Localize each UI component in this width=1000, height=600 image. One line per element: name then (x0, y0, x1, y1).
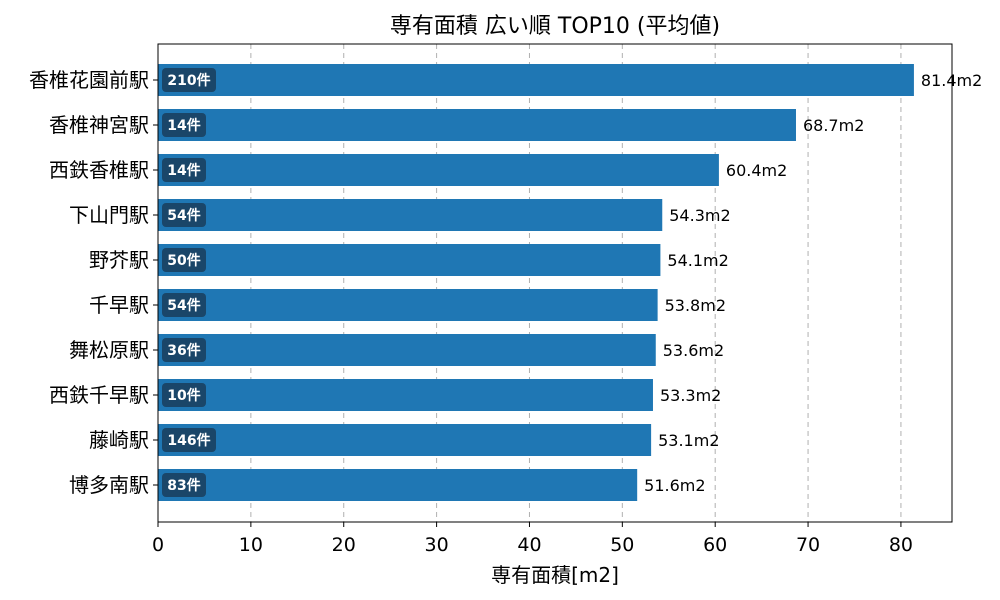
count-label: 50件 (167, 252, 200, 269)
x-axis-label: 専有面積[m2] (491, 563, 619, 587)
category-label: 野芥駅 (89, 248, 149, 272)
count-label: 14件 (167, 117, 200, 134)
bar (158, 289, 658, 321)
value-label: 68.7m2 (803, 116, 864, 135)
x-tick-label: 50 (610, 534, 634, 556)
x-tick-label: 60 (703, 534, 727, 556)
value-label: 51.6m2 (644, 476, 705, 495)
bar (158, 64, 914, 96)
bar (158, 424, 652, 456)
value-label: 54.1m2 (667, 251, 728, 270)
bar (158, 379, 653, 411)
count-badge (162, 428, 216, 452)
category-label: 千早駅 (89, 293, 149, 317)
category-label: 藤崎駅 (89, 428, 149, 452)
count-badge (162, 68, 216, 92)
chart-title: 専有面積 広い順 TOP10 (平均値) (390, 14, 720, 39)
value-label: 60.4m2 (726, 161, 787, 180)
x-tick-label: 40 (517, 534, 541, 556)
count-label: 10件 (167, 387, 200, 404)
category-label: 下山門駅 (69, 203, 149, 227)
value-label: 53.6m2 (663, 341, 724, 360)
x-tick-label: 10 (239, 534, 263, 556)
count-label: 146件 (167, 432, 210, 449)
x-tick-label: 0 (152, 534, 164, 556)
count-label: 83件 (167, 477, 200, 494)
x-tick-label: 30 (425, 534, 449, 556)
count-label: 54件 (167, 297, 200, 314)
x-tick-label: 20 (332, 534, 356, 556)
value-label: 54.3m2 (669, 206, 730, 225)
plot-frame (157, 43, 953, 523)
count-badge (162, 293, 206, 317)
value-label: 53.3m2 (660, 386, 721, 405)
category-label: 西鉄香椎駅 (49, 158, 149, 182)
count-badge (162, 338, 206, 362)
count-label: 14件 (167, 162, 200, 179)
category-label: 香椎花園前駅 (29, 68, 149, 92)
count-badge (162, 203, 206, 227)
count-label: 210件 (167, 72, 210, 89)
count-label: 54件 (167, 207, 200, 224)
count-badge (162, 473, 206, 497)
x-tick-label: 80 (889, 534, 913, 556)
y-axis-categories: 香椎花園前駅香椎神宮駅西鉄香椎駅下山門駅野芥駅千早駅舞松原駅西鉄千早駅藤崎駅博多… (29, 68, 158, 497)
x-tick-label: 70 (796, 534, 820, 556)
bar (158, 154, 719, 186)
value-label: 53.8m2 (665, 296, 726, 315)
category-label: 博多南駅 (69, 473, 149, 497)
bar (158, 109, 796, 141)
category-label: 香椎神宮駅 (49, 113, 149, 137)
bar (158, 244, 661, 276)
count-badge (162, 383, 206, 407)
value-label: 53.1m2 (658, 431, 719, 450)
count-label: 36件 (167, 342, 200, 359)
category-label: 舞松原駅 (69, 338, 149, 362)
bar (158, 199, 663, 231)
category-label: 西鉄千早駅 (49, 383, 149, 407)
bar (158, 334, 656, 366)
count-badge (162, 113, 206, 137)
x-axis-ticks: 0 10 20 30 40 50 60 70 80 (152, 522, 913, 556)
count-badge (162, 248, 206, 272)
count-badge (162, 158, 206, 182)
bar (158, 469, 638, 501)
